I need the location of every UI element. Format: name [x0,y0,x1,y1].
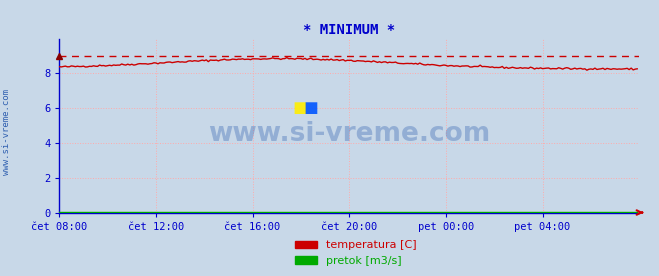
Text: www.si-vreme.com: www.si-vreme.com [208,121,490,147]
Legend: temperatura [C], pretok [m3/s]: temperatura [C], pretok [m3/s] [291,236,421,270]
Text: www.si-vreme.com: www.si-vreme.com [2,89,11,176]
Text: ◼: ◼ [293,99,308,117]
Title: * MINIMUM *: * MINIMUM * [303,23,395,38]
Text: ◼: ◼ [303,99,318,117]
